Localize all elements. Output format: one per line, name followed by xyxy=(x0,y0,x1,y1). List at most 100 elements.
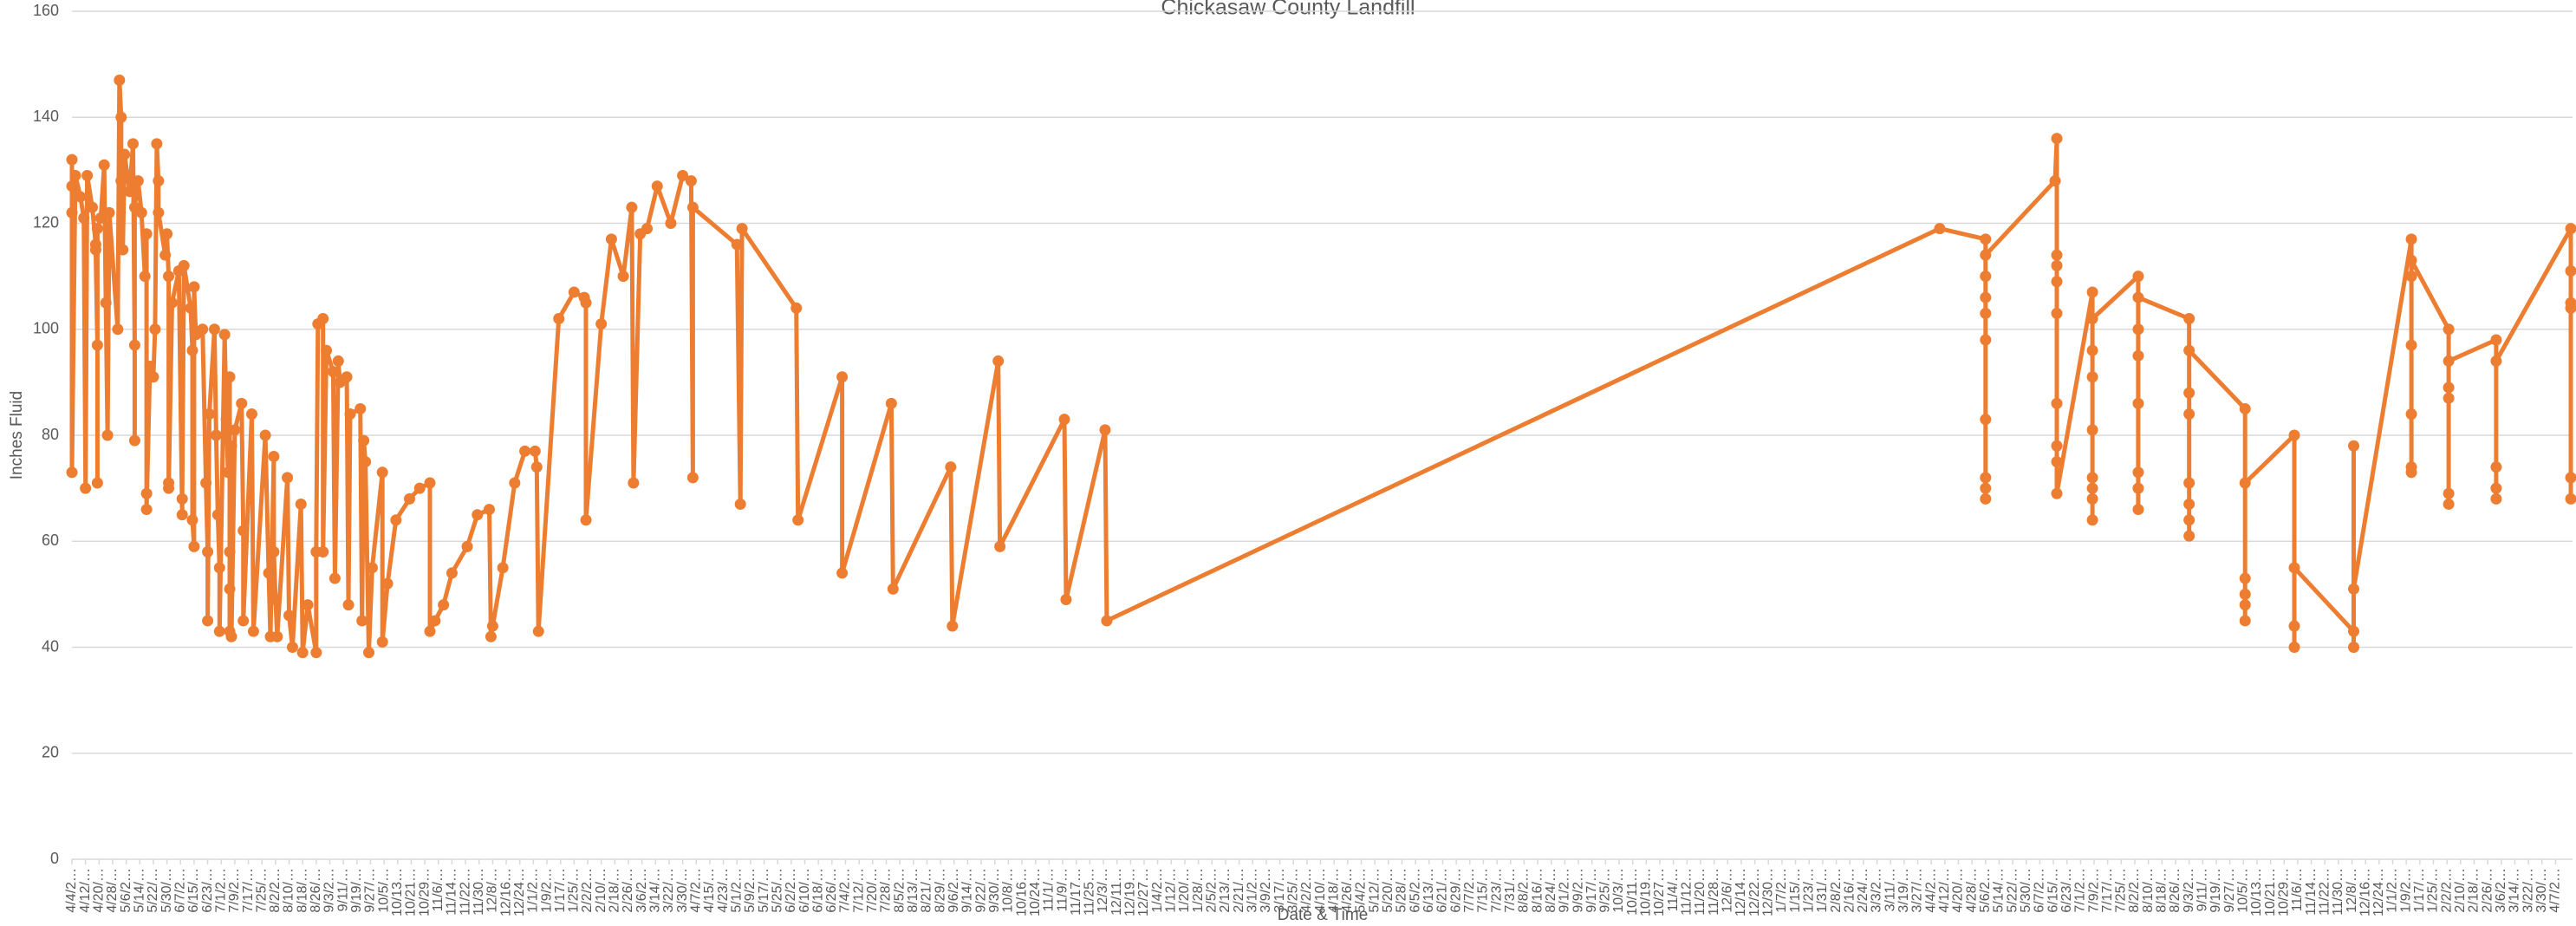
x-tick-label: 6/2/2… xyxy=(784,868,798,913)
data-point xyxy=(78,212,90,224)
x-tick-label: 9/11/… xyxy=(2195,868,2210,911)
x-tick-label: 2/8/2… xyxy=(1829,868,1844,913)
data-point xyxy=(2086,371,2098,383)
data-point xyxy=(204,408,216,421)
x-tick-label: 3/1/2… xyxy=(1245,868,1259,913)
data-point xyxy=(651,180,663,192)
x-tick-label: 9/27/… xyxy=(2222,868,2237,913)
data-point xyxy=(2086,482,2098,494)
x-tick-label: 1/1/2… xyxy=(526,868,541,913)
data-point xyxy=(628,477,640,489)
data-point xyxy=(283,610,296,622)
x-tick-label: 3/9/2… xyxy=(1259,868,1273,913)
data-point xyxy=(2405,461,2417,473)
x-tick-label: 5/22/… xyxy=(2005,868,2020,913)
data-point xyxy=(1101,615,1113,627)
x-tick-label: 11/14… xyxy=(2304,868,2319,916)
x-tick-label: 11/1/… xyxy=(1042,868,1057,911)
data-point xyxy=(115,175,127,187)
data-line xyxy=(69,78,2573,655)
data-point xyxy=(2490,355,2502,367)
x-tick-label: 2/24/… xyxy=(1856,868,1870,913)
x-tick-label: 12/11… xyxy=(1109,868,1124,916)
data-point xyxy=(1980,291,1992,303)
x-tick-label: 9/25/… xyxy=(1598,868,1613,913)
data-point xyxy=(2443,487,2455,499)
x-tick-label: 8/16/… xyxy=(1530,868,1545,913)
x-tick-label: 9/17/… xyxy=(1584,868,1599,913)
data-point xyxy=(163,482,175,494)
data-point xyxy=(2183,408,2195,421)
y-tick-label: 20 xyxy=(42,744,59,761)
x-tick-label: 3/6/2… xyxy=(634,868,649,913)
x-tick-label: 1/31/… xyxy=(1815,868,1830,913)
data-point xyxy=(2132,482,2144,494)
data-point xyxy=(188,540,200,552)
x-tick-label: 4/20/… xyxy=(1951,868,1966,913)
data-point xyxy=(224,371,236,383)
data-point xyxy=(595,318,608,330)
data-point xyxy=(69,169,81,181)
data-point xyxy=(213,625,225,637)
data-point xyxy=(2086,286,2098,298)
data-point xyxy=(429,615,441,627)
data-point xyxy=(200,477,212,489)
x-tick-label: 1/12/… xyxy=(1164,868,1179,913)
x-tick-label: 12/3/… xyxy=(1096,868,1110,913)
data-point xyxy=(2132,466,2144,479)
data-point xyxy=(159,249,172,261)
data-point xyxy=(81,169,94,181)
data-point xyxy=(2405,271,2417,283)
data-point xyxy=(2086,424,2098,436)
x-axis-title: Date & Time xyxy=(1278,906,1369,924)
data-point xyxy=(218,329,231,341)
x-tick-label: 8/26/… xyxy=(309,868,323,913)
x-tick-label: 9/19/… xyxy=(2208,868,2223,913)
x-tick-label: 10/13… xyxy=(390,868,405,916)
data-point xyxy=(310,647,322,659)
data-point xyxy=(341,371,353,383)
data-point xyxy=(885,397,897,409)
x-tick-label: 4/18/… xyxy=(1326,868,1341,913)
data-point xyxy=(790,302,803,314)
x-tick-label: 7/25/… xyxy=(254,868,269,913)
data-point xyxy=(166,297,178,309)
x-tick-label: 3/30/… xyxy=(675,868,690,913)
data-point xyxy=(259,429,271,441)
x-tick-label: 10/19… xyxy=(1639,868,1654,916)
data-point xyxy=(2132,397,2144,409)
data-point xyxy=(2443,355,2455,367)
data-point xyxy=(329,572,341,584)
x-tick-label: 8/26/… xyxy=(2168,868,2182,913)
x-tick-label: 4/15/… xyxy=(702,868,717,913)
data-point xyxy=(461,540,473,552)
x-tick-label: 2/10/… xyxy=(2453,868,2468,913)
x-tick-label: 2/2/2… xyxy=(580,868,595,913)
data-point xyxy=(1980,249,1992,261)
x-tick-label: 6/10/… xyxy=(797,868,812,913)
x-tick-label: 8/8/2… xyxy=(1517,868,1532,913)
data-point xyxy=(529,445,541,457)
x-tick-label: 4/4/2… xyxy=(1923,868,1938,913)
x-tick-label: 1/7/2… xyxy=(1774,868,1789,913)
data-point xyxy=(2086,344,2098,356)
x-tick-label: 4/2/2… xyxy=(1299,868,1314,913)
data-point xyxy=(2132,349,2144,362)
data-point xyxy=(2051,249,2063,261)
data-point xyxy=(2405,233,2417,245)
data-point xyxy=(355,402,367,414)
data-point xyxy=(224,545,236,558)
x-tick-label: 7/4/2… xyxy=(838,868,853,913)
data-point xyxy=(366,562,378,574)
x-tick-label: 1/9/2… xyxy=(2398,868,2413,913)
data-point xyxy=(532,625,544,637)
x-tick-label: 8/2/2… xyxy=(268,868,283,913)
x-tick-label: 10/3/… xyxy=(1611,868,1626,913)
x-tick-label: 2/26/… xyxy=(621,868,635,913)
data-point xyxy=(271,630,283,642)
data-point xyxy=(486,620,498,632)
data-point xyxy=(344,408,356,421)
data-point xyxy=(103,206,115,218)
data-point xyxy=(2183,514,2195,526)
data-point xyxy=(731,238,743,251)
